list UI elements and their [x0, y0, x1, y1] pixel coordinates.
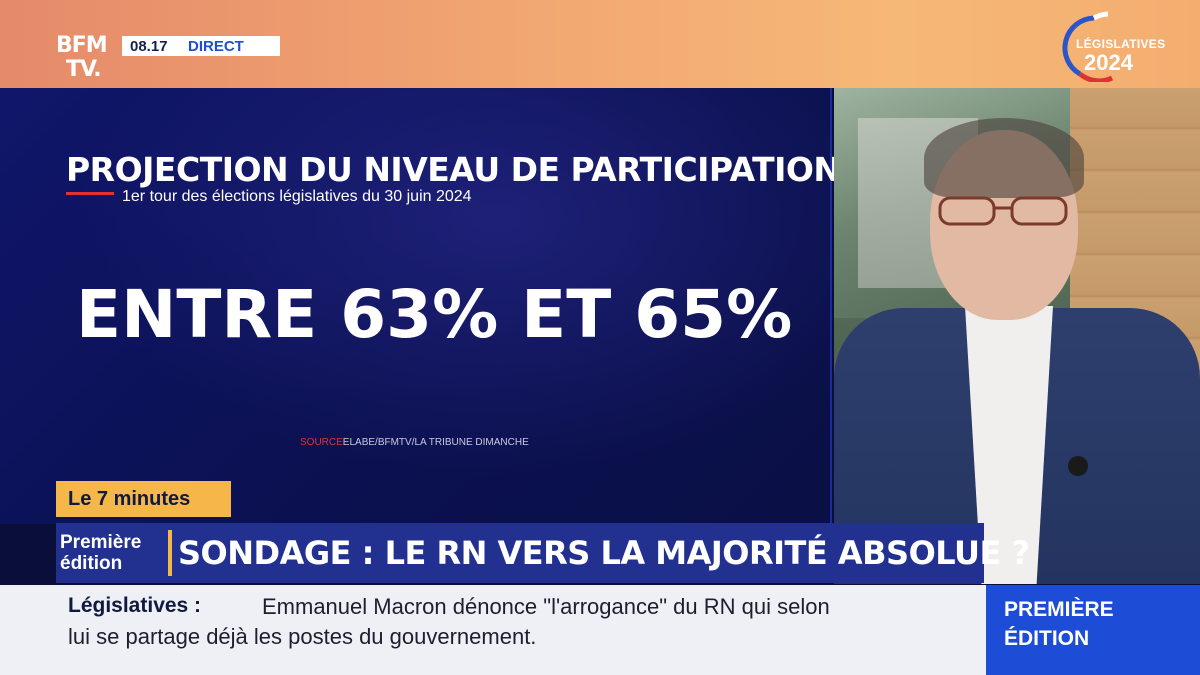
- logo-line1: BFM: [56, 33, 108, 58]
- graphic-source: SOURCEELABE/BFMTV/LA TRIBUNE DIMANCHE: [300, 437, 700, 448]
- guest-hair: [924, 118, 1084, 198]
- ticker-label: Législatives :: [68, 594, 202, 617]
- edition-line2: édition: [60, 553, 123, 574]
- news-ticker: [0, 585, 986, 675]
- graphic-subtitle: 1er tour des élections législatives du 3…: [122, 188, 472, 205]
- show-badge-line2: ÉDITION: [1004, 627, 1090, 650]
- clock-time: 08.17: [130, 37, 168, 55]
- live-label: DIRECT: [188, 37, 244, 55]
- participation-figure: ENTRE 63% ET 65%: [76, 276, 793, 353]
- show-badge: PREMIÈRE ÉDITION: [986, 585, 1200, 675]
- source-label: SOURCE: [300, 437, 343, 448]
- poll-graphic: PROJECTION DU NIVEAU DE PARTICIPATION 1e…: [0, 88, 841, 524]
- lapel-mic-icon: [1068, 456, 1088, 476]
- ticker-text-line2: lui se partage déjà les postes du gouver…: [68, 624, 537, 649]
- glasses-icon: [938, 196, 1068, 226]
- graphic-title: PROJECTION DU NIVEAU DE PARTICIPATION: [66, 150, 841, 189]
- ticker-text-line1: Emmanuel Macron dénonce "l'arrogance" du…: [262, 594, 830, 619]
- studio-camera-feed: [834, 88, 1200, 584]
- elections-badge-line2: 2024: [1084, 50, 1133, 75]
- show-badge-line1: PREMIÈRE: [1004, 598, 1114, 621]
- headline-bar: [56, 523, 984, 583]
- elections-badge-line1: LÉGISLATIVES: [1076, 37, 1166, 51]
- edition-badge: Première édition: [58, 527, 164, 579]
- elections-badge: LÉGISLATIVES 2024: [1050, 10, 1180, 82]
- elections-ring-icon: [1062, 11, 1114, 82]
- source-text: ELABE/BFMTV/LA TRIBUNE DIMANCHE: [342, 437, 529, 448]
- edition-line1: Première: [60, 532, 142, 553]
- headline-divider: [168, 530, 172, 576]
- channel-logo: BFM TV.: [56, 34, 118, 86]
- live-clock: 08.17 DIRECT: [122, 36, 280, 56]
- logo-line2: TV.: [66, 57, 102, 82]
- headline: SONDAGE : LE RN VERS LA MAJORITÉ ABSOLUE…: [178, 534, 1030, 572]
- segment-tag: Le 7 minutes: [56, 481, 231, 517]
- title-accent-line: [66, 192, 114, 195]
